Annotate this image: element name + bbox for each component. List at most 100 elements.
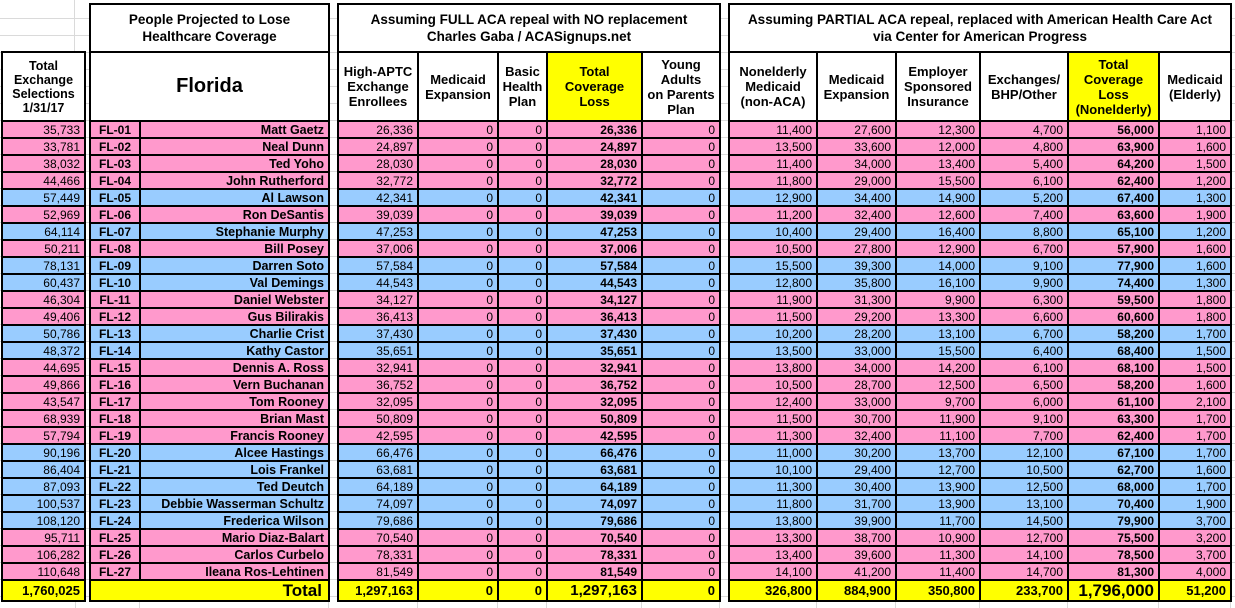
cell-partial-repeal-3[interactable]: 6,000 <box>979 392 1069 411</box>
cell-district[interactable]: FL-24 <box>89 511 141 530</box>
cell-partial-repeal-0[interactable]: 11,200 <box>728 205 818 224</box>
total-full-repeal-0[interactable]: 1,297,163 <box>337 579 419 602</box>
cell-partial-repeal-5[interactable]: 3,700 <box>1158 511 1232 530</box>
cell-partial-repeal-5[interactable]: 1,700 <box>1158 324 1232 343</box>
cell-partial-repeal-0[interactable]: 13,800 <box>728 358 818 377</box>
cell-partial-repeal-1[interactable]: 39,600 <box>816 545 897 564</box>
cell-partial-repeal-4[interactable]: 78,500 <box>1067 545 1160 564</box>
cell-representative-name[interactable]: Lois Frankel <box>139 460 330 479</box>
cell-partial-repeal-2[interactable]: 12,500 <box>895 375 981 394</box>
cell-partial-repeal-4[interactable]: 63,600 <box>1067 205 1160 224</box>
cell-exchange-selections[interactable]: 33,781 <box>1 137 86 156</box>
section-title-partial-repeal[interactable]: Assuming PARTIAL ACA repeal, replaced wi… <box>728 3 1232 53</box>
column-header-full-1[interactable]: Medicaid Expansion <box>417 51 499 122</box>
cell-partial-repeal-4[interactable]: 63,300 <box>1067 409 1160 428</box>
cell-exchange-selections[interactable]: 46,304 <box>1 290 86 309</box>
cell-full-repeal-3[interactable]: 81,549 <box>546 562 643 581</box>
cell-district[interactable]: FL-16 <box>89 375 141 394</box>
section-title-full-repeal[interactable]: Assuming FULL ACA repeal with NO replace… <box>337 3 721 53</box>
cell-full-repeal-3[interactable]: 44,543 <box>546 273 643 292</box>
cell-full-repeal-0[interactable]: 78,331 <box>337 545 419 564</box>
cell-partial-repeal-1[interactable]: 34,000 <box>816 154 897 173</box>
cell-partial-repeal-5[interactable]: 1,500 <box>1158 358 1232 377</box>
total-partial-repeal-4[interactable]: 1,796,000 <box>1067 579 1160 602</box>
cell-partial-repeal-4[interactable]: 67,400 <box>1067 188 1160 207</box>
cell-representative-name[interactable]: Frederica Wilson <box>139 511 330 530</box>
column-header-exchange-selections[interactable]: Total Exchange Selections 1/31/17 <box>1 51 86 122</box>
cell-full-repeal-0[interactable]: 32,095 <box>337 392 419 411</box>
cell-partial-repeal-3[interactable]: 10,500 <box>979 460 1069 479</box>
cell-partial-repeal-0[interactable]: 11,400 <box>728 154 818 173</box>
cell-partial-repeal-2[interactable]: 12,000 <box>895 137 981 156</box>
cell-partial-repeal-4[interactable]: 64,200 <box>1067 154 1160 173</box>
total-exchange-selections[interactable]: 1,760,025 <box>1 579 86 602</box>
total-partial-repeal-1[interactable]: 884,900 <box>816 579 897 602</box>
cell-exchange-selections[interactable]: 110,648 <box>1 562 86 581</box>
cell-partial-repeal-4[interactable]: 65,100 <box>1067 222 1160 241</box>
cell-exchange-selections[interactable]: 108,120 <box>1 511 86 530</box>
cell-partial-repeal-2[interactable]: 11,400 <box>895 562 981 581</box>
column-header-partial-0[interactable]: Nonelderly Medicaid (non-ACA) <box>728 51 818 122</box>
column-header-full-3[interactable]: Total Coverage Loss <box>546 51 643 122</box>
cell-representative-name[interactable]: Kathy Castor <box>139 341 330 360</box>
cell-exchange-selections[interactable]: 44,695 <box>1 358 86 377</box>
cell-full-repeal-4[interactable]: 0 <box>641 120 721 139</box>
cell-partial-repeal-1[interactable]: 33,000 <box>816 392 897 411</box>
cell-full-repeal-0[interactable]: 64,189 <box>337 477 419 496</box>
column-header-partial-2[interactable]: Employer Sponsored Insurance <box>895 51 981 122</box>
cell-partial-repeal-4[interactable]: 56,000 <box>1067 120 1160 139</box>
cell-partial-repeal-5[interactable]: 1,600 <box>1158 375 1232 394</box>
column-header-partial-4[interactable]: Total Coverage Loss (Nonelderly) <box>1067 51 1160 122</box>
cell-partial-repeal-0[interactable]: 11,000 <box>728 443 818 462</box>
cell-full-repeal-3[interactable]: 37,430 <box>546 324 643 343</box>
state-header[interactable]: Florida <box>89 51 330 122</box>
cell-partial-repeal-3[interactable]: 6,700 <box>979 239 1069 258</box>
total-full-repeal-3[interactable]: 1,297,163 <box>546 579 643 602</box>
cell-representative-name[interactable]: Brian Mast <box>139 409 330 428</box>
cell-full-repeal-0[interactable]: 35,651 <box>337 341 419 360</box>
cell-full-repeal-3[interactable]: 34,127 <box>546 290 643 309</box>
cell-partial-repeal-5[interactable]: 1,200 <box>1158 222 1232 241</box>
total-partial-repeal-2[interactable]: 350,800 <box>895 579 981 602</box>
cell-partial-repeal-1[interactable]: 27,600 <box>816 120 897 139</box>
cell-partial-repeal-3[interactable]: 12,100 <box>979 443 1069 462</box>
cell-partial-repeal-0[interactable]: 12,800 <box>728 273 818 292</box>
cell-partial-repeal-4[interactable]: 75,500 <box>1067 528 1160 547</box>
cell-exchange-selections[interactable]: 87,093 <box>1 477 86 496</box>
total-full-repeal-1[interactable]: 0 <box>417 579 499 602</box>
cell-partial-repeal-3[interactable]: 6,100 <box>979 171 1069 190</box>
cell-representative-name[interactable]: Debbie Wasserman Schultz <box>139 494 330 513</box>
cell-exchange-selections[interactable]: 64,114 <box>1 222 86 241</box>
cell-partial-repeal-1[interactable]: 35,800 <box>816 273 897 292</box>
cell-partial-repeal-0[interactable]: 10,200 <box>728 324 818 343</box>
total-partial-repeal-3[interactable]: 233,700 <box>979 579 1069 602</box>
cell-partial-repeal-2[interactable]: 14,000 <box>895 256 981 275</box>
cell-partial-repeal-5[interactable]: 1,600 <box>1158 460 1232 479</box>
column-header-full-0[interactable]: High-APTC Exchange Enrollees <box>337 51 419 122</box>
column-header-partial-1[interactable]: Medicaid Expansion <box>816 51 897 122</box>
column-header-partial-5[interactable]: Medicaid (Elderly) <box>1158 51 1232 122</box>
cell-partial-repeal-1[interactable]: 39,900 <box>816 511 897 530</box>
column-header-full-2[interactable]: Basic Health Plan <box>497 51 548 122</box>
cell-full-repeal-3[interactable]: 42,341 <box>546 188 643 207</box>
total-full-repeal-4[interactable]: 0 <box>641 579 721 602</box>
total-label[interactable]: Total <box>89 579 330 602</box>
total-partial-repeal-5[interactable]: 51,200 <box>1158 579 1232 602</box>
cell-partial-repeal-1[interactable]: 28,700 <box>816 375 897 394</box>
cell-exchange-selections[interactable]: 78,131 <box>1 256 86 275</box>
column-header-partial-3[interactable]: Exchanges/ BHP/Other <box>979 51 1069 122</box>
section-title-people-projected[interactable]: People Projected to Lose Healthcare Cove… <box>89 3 330 53</box>
cell-full-repeal-3[interactable]: 37,006 <box>546 239 643 258</box>
cell-full-repeal-3[interactable]: 26,336 <box>546 120 643 139</box>
cell-partial-repeal-2[interactable]: 11,700 <box>895 511 981 530</box>
cell-partial-repeal-0[interactable]: 11,300 <box>728 426 818 445</box>
total-partial-repeal-0[interactable]: 326,800 <box>728 579 818 602</box>
cell-full-repeal-3[interactable]: 32,095 <box>546 392 643 411</box>
cell-full-repeal-0[interactable]: 79,686 <box>337 511 419 530</box>
total-full-repeal-2[interactable]: 0 <box>497 579 548 602</box>
cell-partial-repeal-5[interactable]: 2,100 <box>1158 392 1232 411</box>
cell-full-repeal-3[interactable]: 70,540 <box>546 528 643 547</box>
cell-partial-repeal-1[interactable]: 32,400 <box>816 426 897 445</box>
cell-partial-repeal-4[interactable]: 61,100 <box>1067 392 1160 411</box>
cell-full-repeal-0[interactable]: 70,540 <box>337 528 419 547</box>
